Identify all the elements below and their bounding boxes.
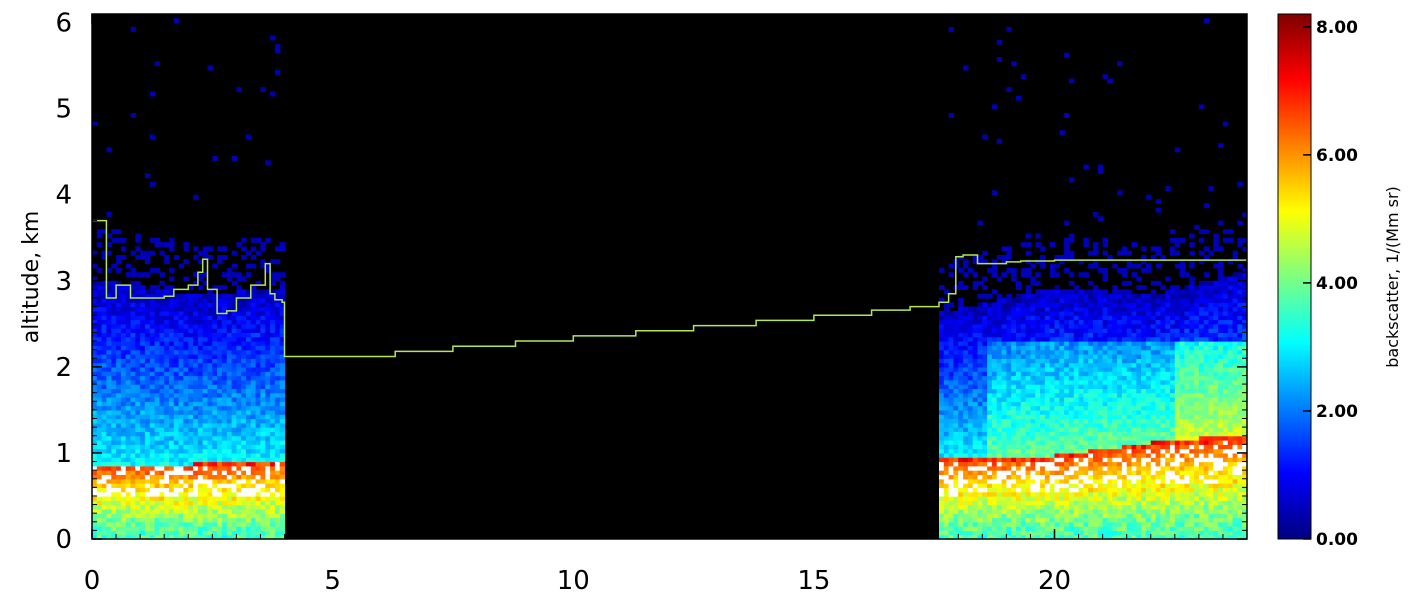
y-tick-label: 4 bbox=[55, 181, 72, 211]
colorbar-title: backscatter, 1/(Mm sr) bbox=[1383, 186, 1402, 368]
x-tick-label: 5 bbox=[324, 566, 341, 596]
y-tick-label: 2 bbox=[55, 353, 72, 383]
colorbar-tick-label: 0.00 bbox=[1316, 530, 1358, 550]
x-axis: 0 5 10 15 20 bbox=[84, 14, 1248, 596]
colorbar-ticks: 0.00 2.00 4.00 6.00 8.00 bbox=[1303, 18, 1358, 550]
y-tick-label: 6 bbox=[55, 9, 72, 39]
y-tick-label: 0 bbox=[55, 525, 72, 555]
colorbar bbox=[1277, 13, 1312, 540]
x-tick-label: 0 bbox=[84, 566, 101, 596]
heatmap-cells bbox=[92, 18, 1247, 539]
y-tick-label: 1 bbox=[55, 439, 72, 469]
x-tick-label: 20 bbox=[1038, 566, 1071, 596]
y-tick-label: 5 bbox=[55, 95, 72, 125]
colorbar-tick-label: 4.00 bbox=[1316, 274, 1358, 294]
colorbar-tick-label: 2.00 bbox=[1316, 402, 1358, 422]
y-axis: 0 1 2 3 4 5 6 bbox=[55, 9, 1247, 555]
x-tick-label: 10 bbox=[557, 566, 590, 596]
colorbar-tick-label: 8.00 bbox=[1316, 18, 1358, 38]
y-tick-label: 3 bbox=[55, 267, 72, 297]
backscatter-heatmap bbox=[92, 14, 1247, 539]
colorbar-tick-label: 6.00 bbox=[1316, 146, 1358, 166]
y-axis-title: altitude, km bbox=[19, 211, 44, 344]
x-tick-label: 15 bbox=[797, 566, 830, 596]
layer-top-line bbox=[92, 219, 1247, 358]
